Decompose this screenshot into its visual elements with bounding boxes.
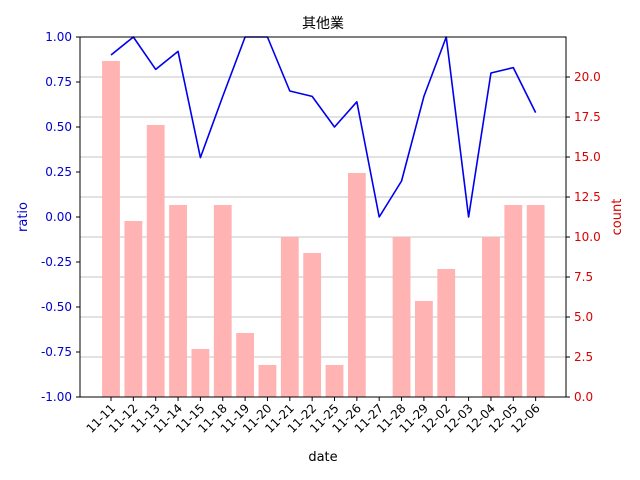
count-bar bbox=[325, 365, 344, 397]
left-tick-label: -1.00 bbox=[41, 390, 72, 404]
count-bar bbox=[437, 269, 456, 397]
count-bar bbox=[146, 125, 165, 397]
count-bar bbox=[236, 333, 254, 397]
count-bar bbox=[303, 253, 322, 397]
right-tick-label: 20.0 bbox=[574, 70, 601, 84]
count-bar bbox=[392, 237, 411, 397]
count-bar bbox=[347, 173, 366, 397]
ratio-line bbox=[110, 36, 537, 218]
left-tick-label: -0.75 bbox=[41, 345, 72, 359]
bar-layer bbox=[102, 61, 545, 397]
right-tick-label: 12.5 bbox=[574, 190, 601, 204]
right-tick-label: 17.5 bbox=[574, 110, 601, 124]
left-tick-label: 1.00 bbox=[45, 30, 72, 44]
left-axis-label: ratio bbox=[16, 202, 31, 232]
right-tick-label: 10.0 bbox=[574, 230, 601, 244]
left-tick-label: 0.00 bbox=[45, 210, 72, 224]
count-bar bbox=[415, 301, 433, 397]
count-bar bbox=[280, 237, 299, 397]
count-bar bbox=[191, 349, 210, 397]
count-bar bbox=[258, 365, 277, 397]
left-tick-label: -0.25 bbox=[41, 255, 72, 269]
count-bar bbox=[526, 205, 545, 397]
count-bar bbox=[213, 205, 232, 397]
x-axis: 11-1111-1211-1311-1411-1511-1811-1911-20… bbox=[84, 397, 543, 436]
left-tick-label: 0.75 bbox=[45, 75, 72, 89]
left-tick-label: -0.50 bbox=[41, 300, 72, 314]
right-axis-label: count bbox=[610, 199, 625, 236]
count-bar bbox=[482, 237, 500, 397]
right-tick-label: 7.5 bbox=[574, 270, 593, 284]
count-bar bbox=[504, 205, 523, 397]
right-axis: 0.0 2.5 5.0 7.5 10.0 12.5 15.0 17.5 20.0 bbox=[566, 70, 601, 404]
left-tick-label: 0.50 bbox=[45, 120, 72, 134]
right-tick-label: 2.5 bbox=[574, 350, 593, 364]
count-bar bbox=[124, 221, 143, 397]
x-axis-label: date bbox=[308, 450, 337, 465]
right-tick-label: 15.0 bbox=[574, 150, 601, 164]
right-tick-label: 0.0 bbox=[574, 390, 593, 404]
right-tick-label: 5.0 bbox=[574, 310, 593, 324]
left-axis: -1.00 -0.75 -0.50 -0.25 0.00 0.25 0.50 0.75 1.00 bbox=[41, 30, 80, 404]
count-bar bbox=[169, 205, 187, 397]
count-bar bbox=[102, 61, 120, 397]
left-tick-label: 0.25 bbox=[45, 165, 72, 179]
line-layer bbox=[110, 36, 537, 218]
chart-title: 其他業 bbox=[302, 16, 344, 32]
